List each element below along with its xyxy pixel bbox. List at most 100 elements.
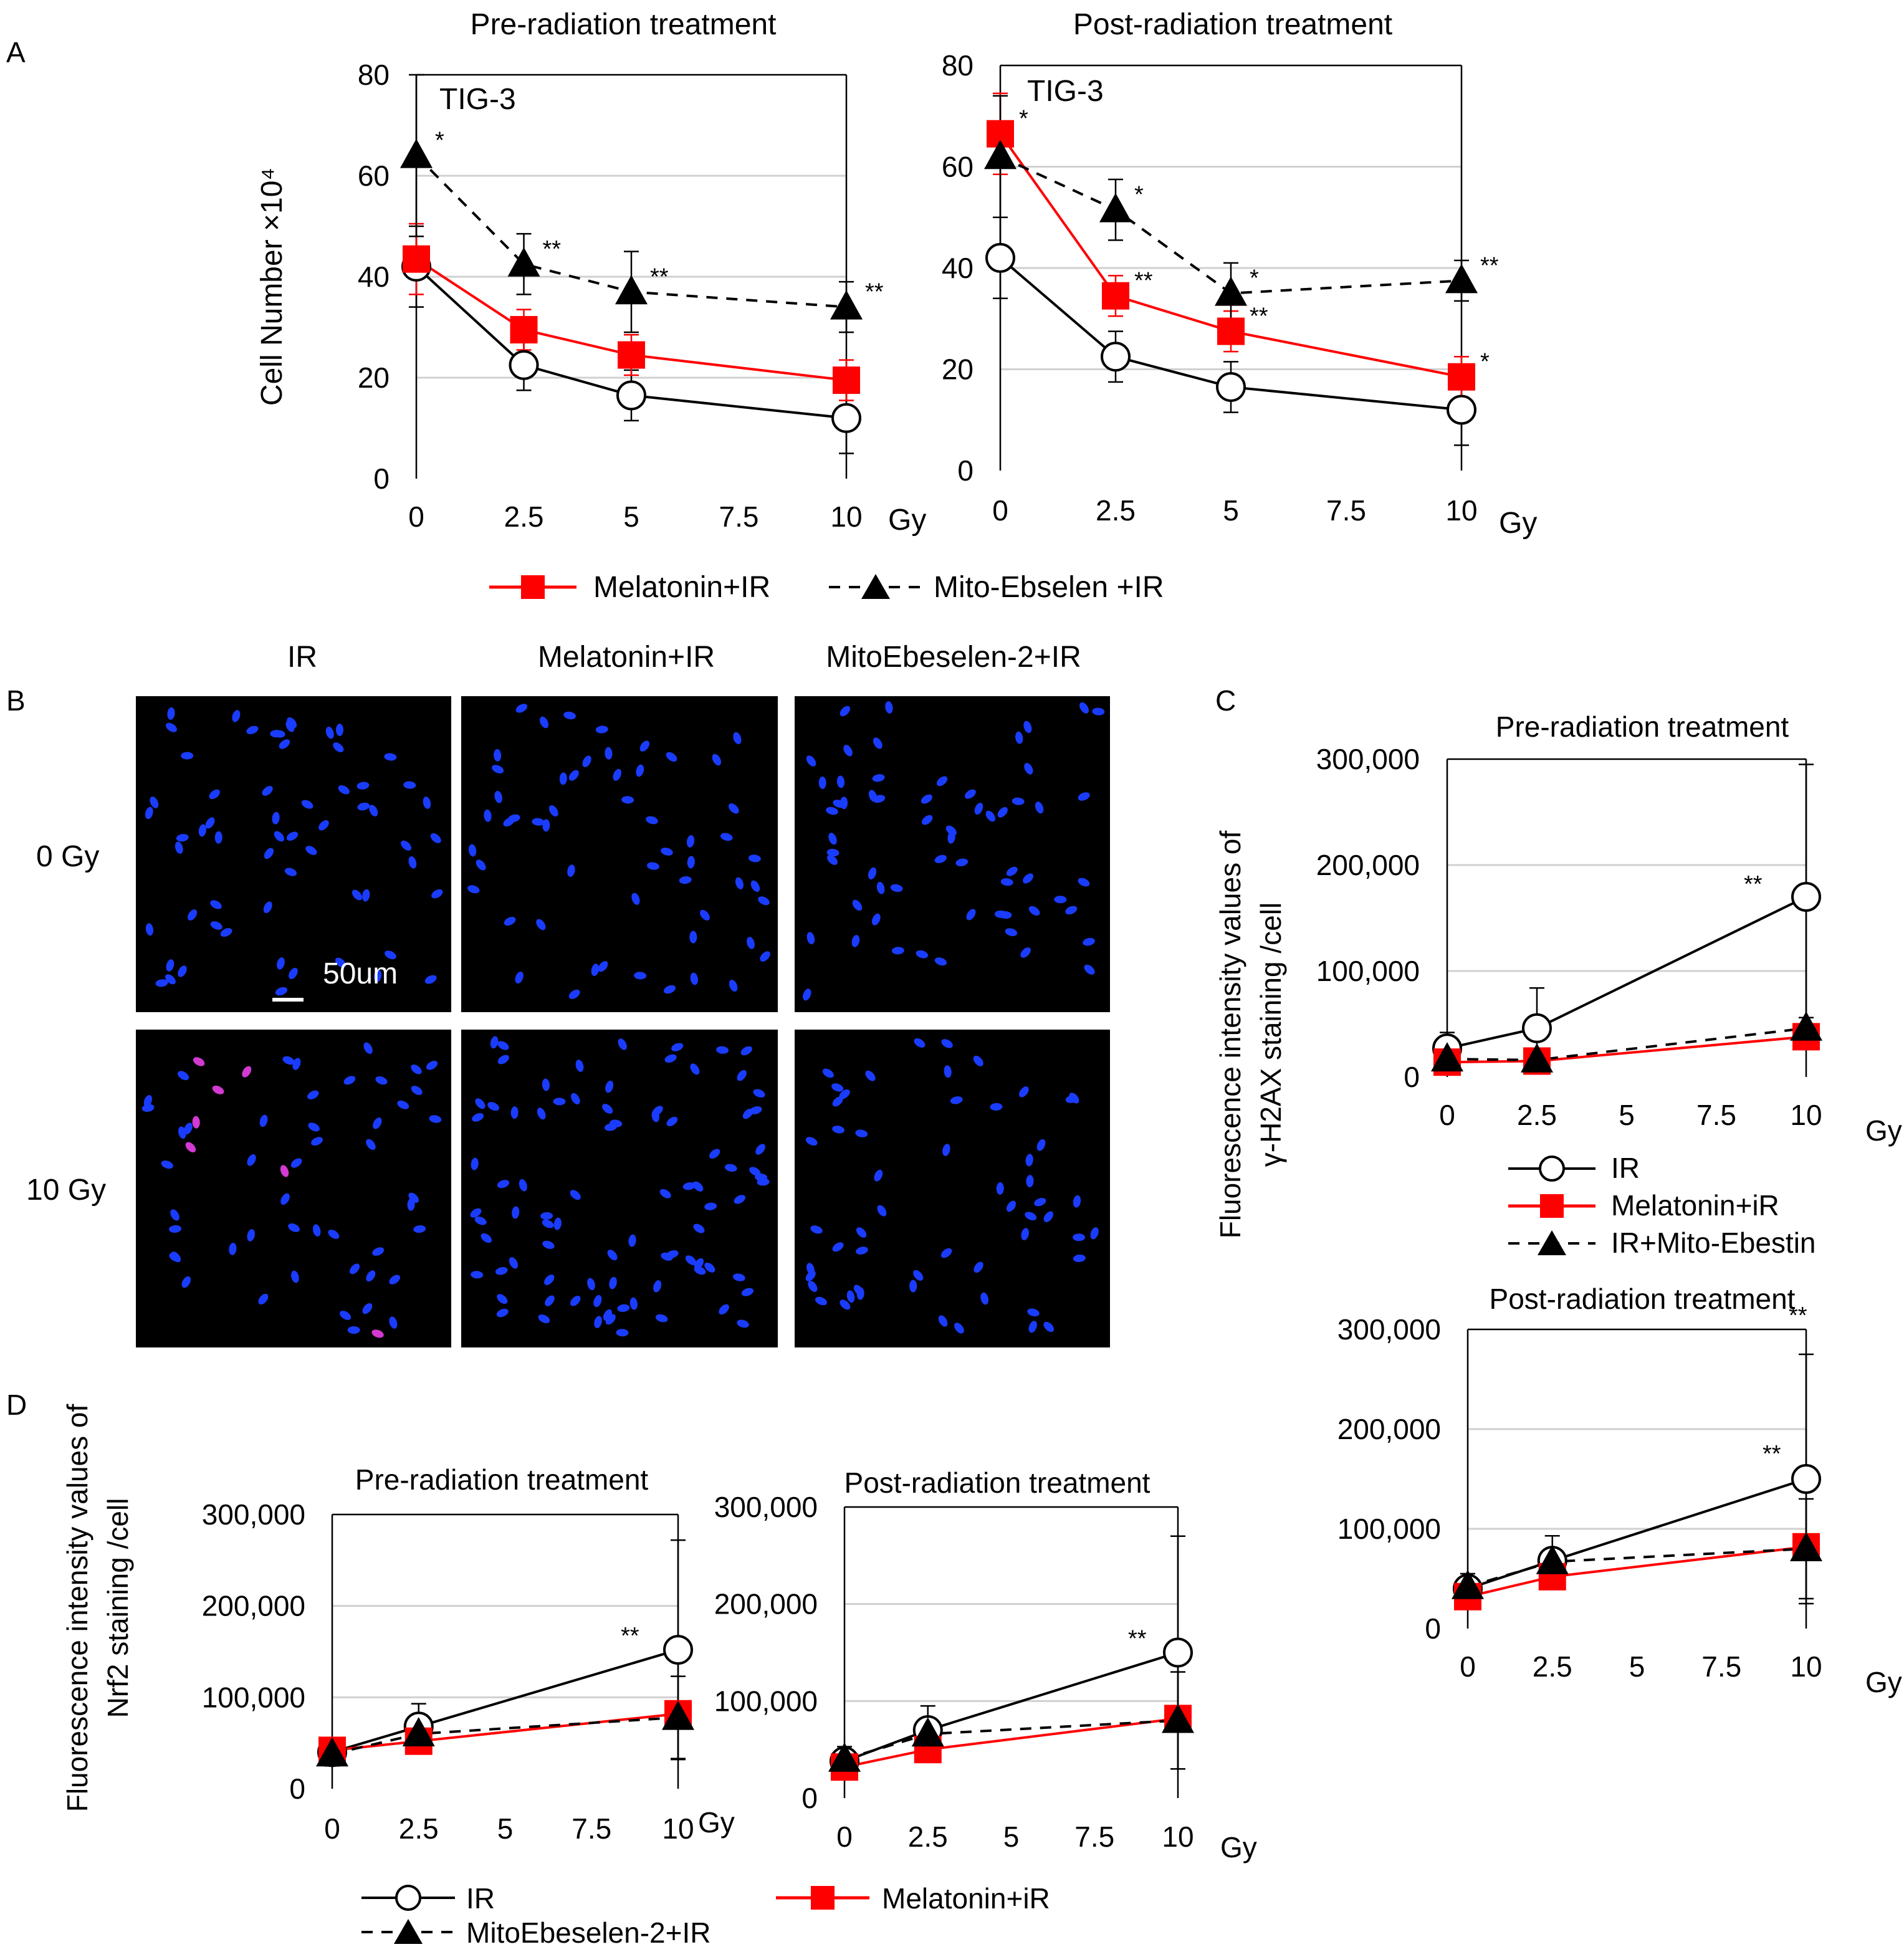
cell-nucleus [840,797,848,810]
data-point [1522,1013,1552,1043]
cell-nucleus [229,1242,237,1255]
y-tick-label: 100,000 [1316,955,1420,987]
legend-label-melatonin: Melatonin+iR [1611,1189,1779,1222]
y-tick-label: 0 [801,1782,818,1814]
series-line [844,1651,1179,1763]
cell-nucleus [507,814,520,823]
x-tick-label: 10 [830,500,862,533]
y-tick-label: 0 [1425,1612,1441,1645]
cell-nucleus [856,1287,864,1300]
cell-nucleus [629,1297,638,1310]
cell-nucleus [826,806,838,815]
cell-nucleus [280,1165,289,1177]
cell-nucleus [407,1198,415,1211]
x-axis-label: Gy [698,1806,735,1839]
cell-nucleus [1023,720,1032,734]
cell-nucleus [1043,1321,1055,1333]
cell-nucleus [494,749,502,762]
cell-nucleus [974,1261,983,1273]
cell-nucleus [941,1039,953,1048]
y-tick-label: 0 [1404,1061,1420,1093]
cell-nucleus [192,1116,200,1129]
cell-nucleus [659,1189,671,1199]
cell-nucleus [631,892,640,905]
cell-nucleus [1025,1212,1037,1221]
micro-image-ir-0gy [136,696,451,1012]
cell-nucleus [704,1262,715,1273]
cell-nucleus [166,959,175,972]
micro-col-label-ir: IR [287,641,317,674]
cell-nucleus [740,1046,752,1056]
cell-nucleus [805,1137,818,1146]
cell-nucleus [141,1104,155,1112]
cell-nucleus [729,979,738,992]
x-tick-label: 0 [408,500,424,533]
micro-image-melatonin-0gy [461,696,778,1012]
cell-nucleus [755,1173,768,1181]
chart-annotation: TIG-3 [439,83,516,116]
y-tick-label: 100,000 [714,1685,818,1717]
significance-marker: ** [543,236,562,262]
x-tick-label: 2.5 [1517,1099,1557,1131]
micro-row-label-0gy: 0 Gy [36,840,99,873]
data-point [663,1635,693,1665]
data-point [984,140,1017,170]
cell-nucleus [1073,1233,1086,1242]
cell-nucleus [1083,937,1095,946]
cell-nucleus [389,1316,398,1329]
data-point [831,403,861,433]
cell-nucleus [921,794,932,804]
y-tick-label: 300,000 [1337,1313,1441,1346]
cell-nucleus [373,1117,382,1129]
cell-nucleus [423,797,431,809]
cell-nucleus [724,1164,737,1172]
cell-nucleus [692,1181,704,1192]
cell-nucleus [424,975,437,984]
cell-nucleus [484,809,492,822]
data-point [615,275,648,305]
x-tick-label: 5 [497,1812,514,1845]
chart-d1: Pre-radiation treatment Gy Fluorescence … [61,1404,735,1845]
cell-nucleus [940,1248,952,1258]
cell-nucleus [536,919,546,931]
cell-nucleus [685,1255,697,1265]
cell-nucleus [613,768,622,781]
cell-nucleus [487,1102,499,1111]
y-tick-label: 200,000 [202,1590,305,1622]
data-point [1217,317,1245,345]
microscopy-panel: IR Melatonin+IR MitoEbeselen-2+IR 0 Gy 1… [26,641,1110,1347]
legend-marker-mito [1538,1230,1566,1255]
cell-nucleus [704,1202,717,1210]
legend-marker-melatonin [811,1886,835,1910]
panel-label-d: D [6,1389,27,1421]
data-point [400,138,433,168]
cell-nucleus [284,868,297,876]
cell-nucleus [712,754,722,766]
cell-nucleus [274,831,284,842]
cell-nucleus [401,840,411,851]
cell-nucleus [916,950,929,959]
data-point [985,242,1015,273]
data-point [1447,395,1476,425]
x-axis-label: Gy [888,504,926,537]
cell-nucleus [818,776,826,789]
cell-nucleus [934,854,947,863]
y-axis-label-line1: Fluorescence intensity values of [1214,831,1246,1239]
cell-nucleus [545,1295,555,1306]
x-tick-label: 0 [324,1812,340,1845]
legend-label-melatonin: Melatonin+IR [593,571,770,604]
scale-bar-label: 50um [323,957,398,990]
cell-nucleus [595,725,608,734]
cell-nucleus [598,960,608,972]
data-point [1163,1637,1193,1668]
cell-nucleus [362,889,370,902]
cell-nucleus [259,1114,268,1127]
x-tick-label: 0 [992,494,1008,527]
cell-nucleus [470,1208,482,1218]
cell-nucleus [472,1112,484,1122]
cell-nucleus [571,1093,580,1105]
cell-nucleus [840,706,851,717]
cell-nucleus [515,704,528,713]
cell-nucleus [1020,947,1031,958]
data-point [662,1700,694,1730]
